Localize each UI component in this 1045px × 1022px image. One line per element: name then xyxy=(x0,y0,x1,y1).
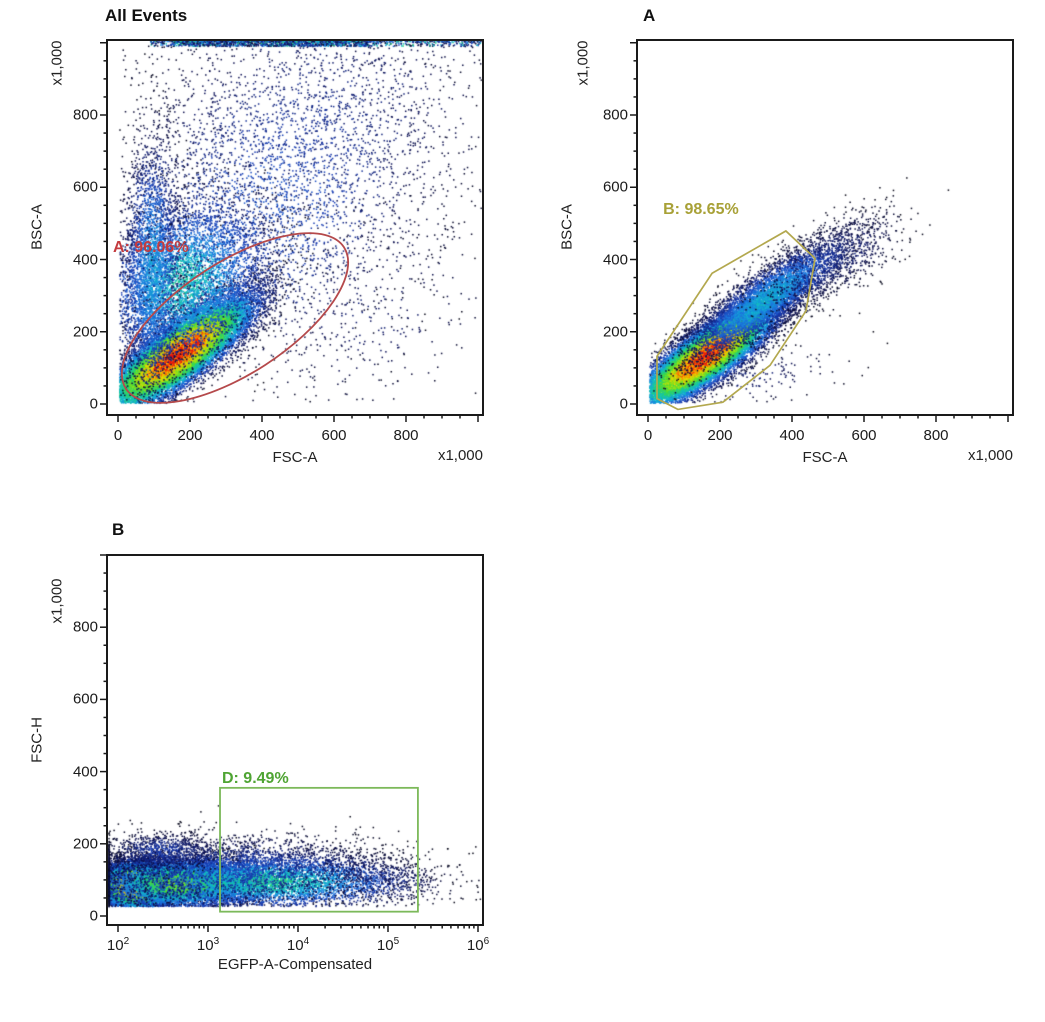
y-tick-label: 200 xyxy=(602,323,628,341)
x-tick-label-log: 106 xyxy=(466,936,490,954)
x-axis-label-egfp: EGFP-A-Compensated xyxy=(217,956,373,973)
y-tick-label: 800 xyxy=(72,618,98,636)
x-tick-label: 800 xyxy=(923,427,949,444)
density-plot-canvas-gate-b xyxy=(107,555,483,925)
panel-title-a: A xyxy=(643,6,656,25)
y-tick-label: 0 xyxy=(89,395,98,413)
x-axis-label-fsc-a-1: FSC-A xyxy=(272,449,318,466)
y-tick-label: 0 xyxy=(89,907,98,925)
x-axis-multiplier-1: x1,000 xyxy=(437,447,483,464)
x-tick-label-log: 104 xyxy=(286,936,310,954)
x-axis-multiplier-2: x1,000 xyxy=(967,447,1013,464)
y-tick-label: 0 xyxy=(619,395,628,413)
x-tick-label: 600 xyxy=(851,427,877,444)
y-axis-label-fsc-h: FSC-H xyxy=(28,717,46,763)
panel-title-b: B xyxy=(112,520,125,539)
x-tick-label-log: 102 xyxy=(106,936,130,954)
x-tick-label: 200 xyxy=(177,427,203,444)
x-tick-label: 0 xyxy=(643,427,653,444)
y-tick-label: 600 xyxy=(72,178,98,196)
gate-ellipse-A[interactable] xyxy=(96,200,375,435)
x-tick-label: 800 xyxy=(393,427,419,444)
x-tick-label-log: 103 xyxy=(196,936,220,954)
gate-rect-D[interactable] xyxy=(219,786,419,913)
x-tick-label: 400 xyxy=(249,427,275,444)
gate-label-D[interactable]: D: 9.49% xyxy=(221,769,289,787)
x-tick-label: 200 xyxy=(707,427,733,444)
x-axis-label-fsc-a-2: FSC-A xyxy=(802,449,848,466)
density-plot-canvas-all-events xyxy=(107,40,483,415)
density-plot-canvas-gate-a xyxy=(637,40,1013,415)
y-tick-label: 800 xyxy=(72,106,98,124)
y-tick-label: 600 xyxy=(602,178,628,196)
x-tick-label: 0 xyxy=(113,427,123,444)
x-tick-label: 600 xyxy=(321,427,347,444)
y-axis-label-bsc-a-1: BSC-A xyxy=(28,204,46,250)
y-axis-multiplier-2: x1,000 xyxy=(574,40,592,86)
y-tick-label: 400 xyxy=(72,763,98,781)
y-tick-label: 400 xyxy=(72,251,98,268)
gate-label-B[interactable]: B: 98.65% xyxy=(663,200,739,218)
gate-polygon-B[interactable] xyxy=(656,229,816,411)
panel-title-all-events: All Events xyxy=(105,6,188,25)
y-axis-label-bsc-a-2: BSC-A xyxy=(558,204,576,250)
y-tick-label: 600 xyxy=(72,690,98,708)
y-tick-label: 800 xyxy=(602,106,628,124)
y-axis-multiplier-1: x1,000 xyxy=(48,40,66,86)
y-tick-label: 200 xyxy=(72,323,98,341)
x-tick-label: 400 xyxy=(779,427,805,444)
x-tick-label-log: 105 xyxy=(376,936,400,954)
y-axis-multiplier-3: x1,000 xyxy=(48,578,66,624)
gate-label-A[interactable]: A: 96.06% xyxy=(112,238,189,256)
y-tick-label: 400 xyxy=(602,251,628,268)
y-tick-label: 200 xyxy=(72,835,98,853)
